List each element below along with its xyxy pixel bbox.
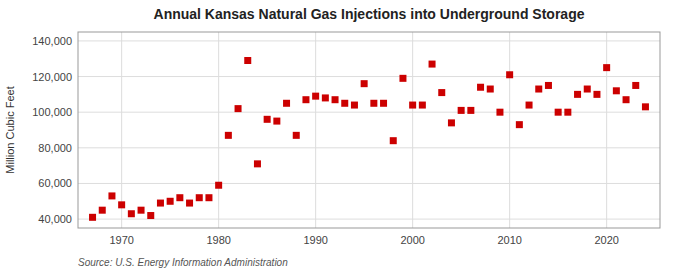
point	[429, 61, 436, 68]
point	[623, 96, 630, 103]
point	[438, 89, 445, 96]
point	[593, 91, 600, 98]
point	[370, 100, 377, 107]
point	[215, 182, 222, 189]
y-tick-label: 40,000	[38, 213, 72, 225]
x-grid-line	[509, 32, 510, 228]
point	[584, 86, 591, 93]
y-tick-label: 80,000	[38, 142, 72, 154]
x-tick-label: 1990	[303, 234, 327, 246]
point	[399, 75, 406, 82]
point	[380, 100, 387, 107]
y-tick-label: 100,000	[32, 106, 72, 118]
x-grid-line	[315, 32, 316, 228]
point	[264, 116, 271, 123]
y-tick-label: 140,000	[32, 35, 72, 47]
point	[186, 200, 193, 207]
plot-frame	[78, 32, 660, 228]
point	[390, 137, 397, 144]
point	[254, 160, 261, 167]
grid	[78, 32, 660, 228]
point	[322, 94, 329, 101]
point	[138, 207, 145, 214]
point	[506, 71, 513, 78]
point	[302, 96, 309, 103]
point	[613, 87, 620, 94]
point	[108, 192, 115, 199]
y-axis-label: Million Cubic Feet	[4, 86, 16, 173]
point	[535, 86, 542, 93]
x-grid-line	[412, 32, 413, 228]
point	[273, 118, 280, 125]
point	[147, 212, 154, 219]
y-grid-line	[78, 76, 660, 77]
point	[603, 64, 610, 71]
point	[564, 109, 571, 116]
point	[361, 80, 368, 87]
point	[225, 132, 232, 139]
x-tick-label: 1970	[109, 234, 133, 246]
point	[555, 109, 562, 116]
source-note: Source: U.S. Energy Information Administ…	[78, 257, 288, 268]
point	[283, 100, 290, 107]
chart-title: Annual Kansas Natural Gas Injections int…	[154, 6, 585, 22]
y-tick-label: 60,000	[38, 177, 72, 189]
point	[467, 107, 474, 114]
point	[545, 82, 552, 89]
point	[351, 102, 358, 109]
point	[167, 198, 174, 205]
point	[332, 96, 339, 103]
point	[642, 103, 649, 110]
point	[312, 93, 319, 100]
y-grid-line	[78, 147, 660, 148]
point	[632, 82, 639, 89]
point	[235, 105, 242, 112]
point	[157, 200, 164, 207]
y-grid-line	[78, 183, 660, 184]
x-tick-label: 2000	[400, 234, 424, 246]
y-grid-line	[78, 40, 660, 41]
x-tick-label: 1980	[206, 234, 230, 246]
x-grid-line	[121, 32, 122, 228]
chart-container: Annual Kansas Natural Gas Injections int…	[0, 0, 675, 275]
chart-svg: Annual Kansas Natural Gas Injections int…	[0, 0, 675, 275]
y-tick-label: 120,000	[32, 71, 72, 83]
point	[448, 119, 455, 126]
point	[176, 194, 183, 201]
x-grid-line	[606, 32, 607, 228]
point	[205, 194, 212, 201]
x-tick-label: 2020	[594, 234, 618, 246]
x-grid-line	[218, 32, 219, 228]
point	[341, 100, 348, 107]
points	[89, 57, 649, 221]
point	[574, 91, 581, 98]
point	[487, 86, 494, 93]
point	[409, 102, 416, 109]
point	[244, 57, 251, 64]
point	[526, 102, 533, 109]
point	[196, 194, 203, 201]
point	[89, 214, 96, 221]
x-tick-label: 2010	[497, 234, 521, 246]
point	[128, 210, 135, 217]
point	[516, 121, 523, 128]
y-grid-line	[78, 219, 660, 220]
point	[293, 132, 300, 139]
point	[496, 109, 503, 116]
y-grid-line	[78, 112, 660, 113]
point	[477, 84, 484, 91]
point	[118, 201, 125, 208]
point	[99, 207, 106, 214]
point	[419, 102, 426, 109]
point	[458, 107, 465, 114]
